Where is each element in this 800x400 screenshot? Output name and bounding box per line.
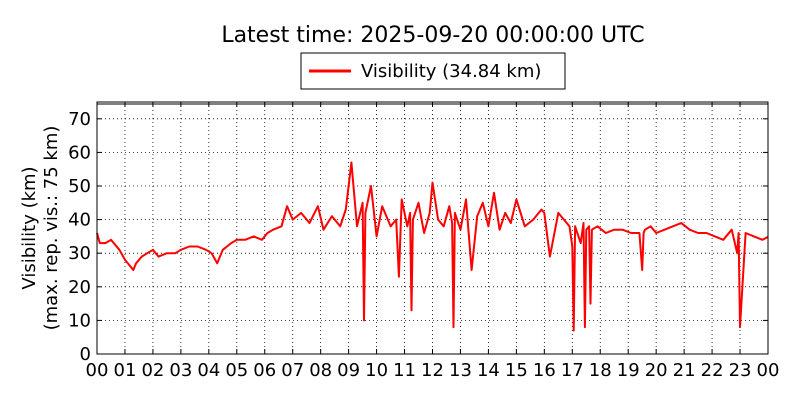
x-tick-label: 01 [114,360,137,381]
y-tick-label: 60 [68,142,91,163]
y-axis-label-line-2: (max. rep. vis.: 75 km) [41,126,62,331]
y-tick-label: 30 [68,243,91,264]
y-tick-label: 50 [68,176,91,197]
plot-frame [96,101,769,355]
visibility-series-line [96,161,769,332]
x-tick-label: 19 [617,360,640,381]
x-tick-label: 09 [337,360,360,381]
legend-label: Visibility (34.84 km) [361,61,541,82]
x-tick-label: 08 [309,360,332,381]
y-axis-label: Visibility (km) (max. rep. vis.: 75 km) [19,126,62,331]
x-tick-label: 12 [421,360,444,381]
x-tick-label: 23 [729,360,752,381]
y-tick-label: 10 [68,310,91,331]
x-tick-label: 22 [701,360,724,381]
x-tick-label: 17 [561,360,584,381]
x-tick-label: 21 [673,360,696,381]
x-tick-label: 18 [589,360,612,381]
x-tick-label: 20 [645,360,668,381]
y-tick-label: 40 [68,210,91,231]
y-tick-label: 20 [68,277,91,298]
x-tick-label: 05 [225,360,248,381]
x-tick-label: 06 [253,360,276,381]
x-tick-label: 10 [365,360,388,381]
x-tick-label: 00 [86,360,109,381]
x-tick-label: 07 [281,360,304,381]
chart-title: Latest time: 2025-09-20 00:00:00 UTC [221,23,644,48]
x-tick-label: 11 [393,360,416,381]
x-tick-label: 13 [449,360,472,381]
x-tick-label: 03 [169,360,192,381]
legend: Visibility (34.84 km) [300,52,566,90]
y-axis-label-line-1: Visibility (km) [19,166,40,289]
x-tick-label: 16 [533,360,556,381]
y-tick-label: 0 [80,344,91,365]
x-ticks: 00 01 02 03 04 05 06 07 08 09 10 11 12 13 14 15 16 17 18 19… [86,102,780,381]
x-tick-label: 14 [477,360,500,381]
y-ticks: 0 10 20 30 40 50 60 70 [68,109,768,365]
x-tick-label: 02 [141,360,164,381]
x-tick-label: 04 [197,360,220,381]
x-tick-label: 00 [757,360,780,381]
x-tick-label: 15 [505,360,528,381]
y-tick-label: 70 [68,109,91,130]
